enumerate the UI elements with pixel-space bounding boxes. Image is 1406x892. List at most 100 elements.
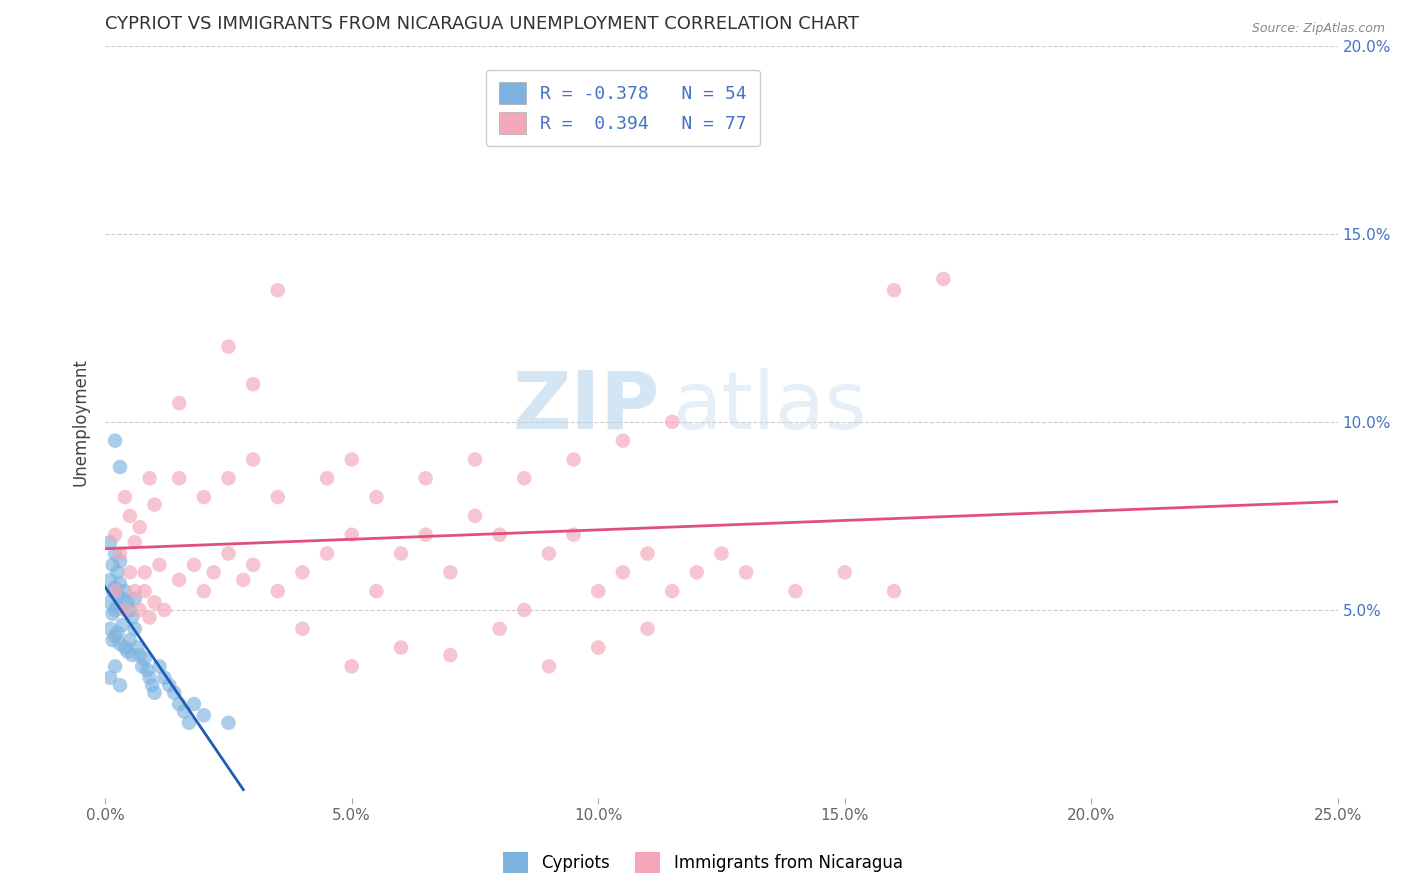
Point	[167, 573, 190, 587]
Text: ZIP: ZIP	[513, 368, 659, 446]
Point	[177, 715, 200, 730]
Point	[111, 591, 134, 606]
Point	[108, 637, 131, 651]
Point	[108, 554, 131, 568]
Point	[101, 633, 124, 648]
Point	[131, 659, 153, 673]
Point	[586, 640, 609, 655]
Point	[316, 471, 339, 485]
Point	[141, 678, 163, 692]
Point	[124, 591, 146, 606]
Point	[107, 588, 129, 602]
Point	[340, 527, 363, 541]
Point	[118, 603, 141, 617]
Point	[183, 558, 205, 572]
Point	[104, 581, 127, 595]
Point	[586, 584, 609, 599]
Point	[661, 415, 683, 429]
Point	[167, 471, 190, 485]
Point	[173, 705, 195, 719]
Text: atlas: atlas	[672, 368, 866, 446]
Point	[104, 547, 127, 561]
Point	[136, 663, 159, 677]
Point	[138, 471, 160, 485]
Point	[124, 584, 146, 599]
Point	[193, 708, 215, 723]
Point	[108, 576, 131, 591]
Point	[183, 697, 205, 711]
Point	[98, 595, 121, 609]
Point	[104, 434, 127, 448]
Point	[143, 498, 166, 512]
Point	[98, 671, 121, 685]
Point	[167, 697, 190, 711]
Point	[143, 686, 166, 700]
Point	[366, 584, 388, 599]
Point	[488, 622, 510, 636]
Point	[316, 547, 339, 561]
Point	[134, 566, 156, 580]
Point	[153, 671, 176, 685]
Point	[612, 566, 634, 580]
Point	[118, 633, 141, 648]
Point	[232, 573, 254, 587]
Point	[562, 452, 585, 467]
Point	[134, 584, 156, 599]
Point	[98, 535, 121, 549]
Point	[193, 584, 215, 599]
Point	[562, 527, 585, 541]
Point	[834, 566, 856, 580]
Point	[118, 566, 141, 580]
Point	[932, 272, 955, 286]
Point	[217, 547, 239, 561]
Point	[157, 678, 180, 692]
Point	[439, 648, 461, 662]
Point	[117, 644, 139, 658]
Legend: Cypriots, Immigrants from Nicaragua: Cypriots, Immigrants from Nicaragua	[496, 846, 910, 880]
Point	[267, 584, 290, 599]
Point	[118, 508, 141, 523]
Text: CYPRIOT VS IMMIGRANTS FROM NICARAGUA UNEMPLOYMENT CORRELATION CHART: CYPRIOT VS IMMIGRANTS FROM NICARAGUA UNE…	[105, 15, 859, 33]
Point	[107, 599, 129, 614]
Point	[661, 584, 683, 599]
Point	[464, 508, 486, 523]
Point	[108, 460, 131, 475]
Point	[98, 573, 121, 587]
Point	[101, 558, 124, 572]
Point	[108, 547, 131, 561]
Point	[217, 471, 239, 485]
Point	[291, 566, 314, 580]
Point	[104, 527, 127, 541]
Point	[128, 603, 150, 617]
Point	[883, 584, 905, 599]
Point	[107, 625, 129, 640]
Point	[242, 558, 264, 572]
Text: Source: ZipAtlas.com: Source: ZipAtlas.com	[1251, 22, 1385, 36]
Point	[114, 490, 136, 504]
Point	[108, 678, 131, 692]
Point	[735, 566, 758, 580]
Point	[117, 595, 139, 609]
Point	[148, 558, 170, 572]
Point	[267, 490, 290, 504]
Point	[101, 607, 124, 621]
Point	[513, 603, 536, 617]
Point	[389, 640, 412, 655]
Point	[710, 547, 733, 561]
Point	[340, 659, 363, 673]
Point	[637, 622, 659, 636]
Point	[291, 622, 314, 636]
Point	[217, 715, 239, 730]
Point	[121, 648, 143, 662]
Point	[111, 618, 134, 632]
Point	[104, 629, 127, 643]
Point	[366, 490, 388, 504]
Point	[121, 610, 143, 624]
Point	[488, 527, 510, 541]
Point	[153, 603, 176, 617]
Point	[415, 527, 437, 541]
Point	[415, 471, 437, 485]
Point	[883, 283, 905, 297]
Point	[138, 610, 160, 624]
Point	[389, 547, 412, 561]
